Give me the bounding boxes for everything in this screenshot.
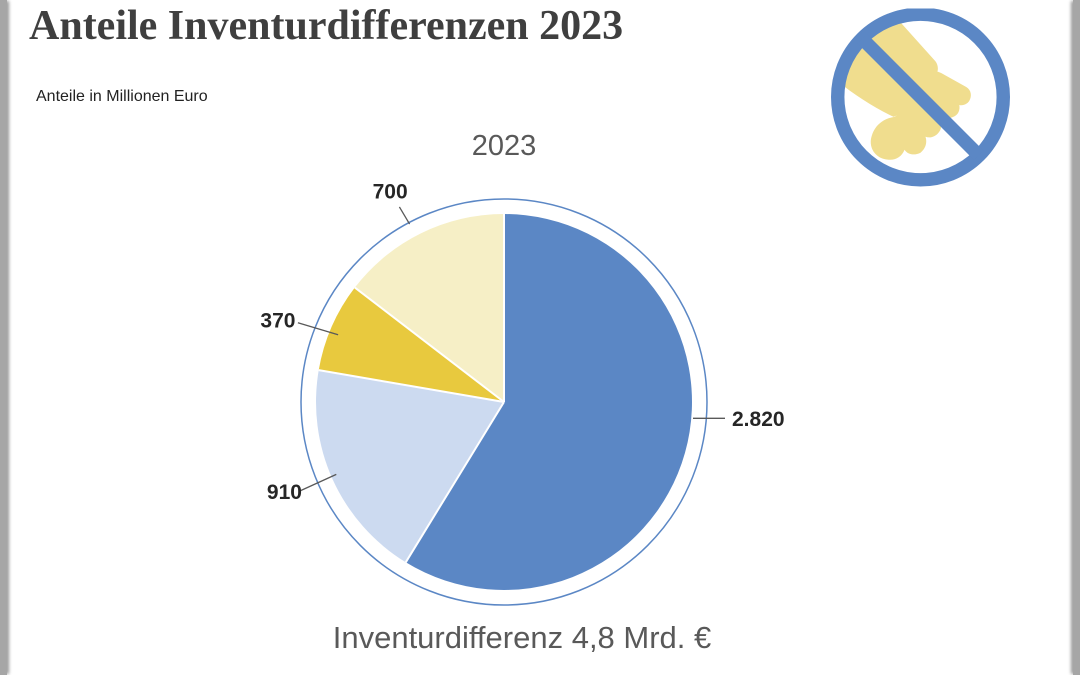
- svg-text:700: 700: [373, 181, 408, 204]
- svg-text:Inventurdifferenz 4,8 Mrd. €: Inventurdifferenz 4,8 Mrd. €: [333, 620, 712, 655]
- svg-text:2.820: 2.820: [732, 408, 785, 431]
- svg-text:370: 370: [260, 309, 295, 332]
- svg-text:910: 910: [267, 481, 302, 504]
- svg-text:2023: 2023: [472, 130, 537, 162]
